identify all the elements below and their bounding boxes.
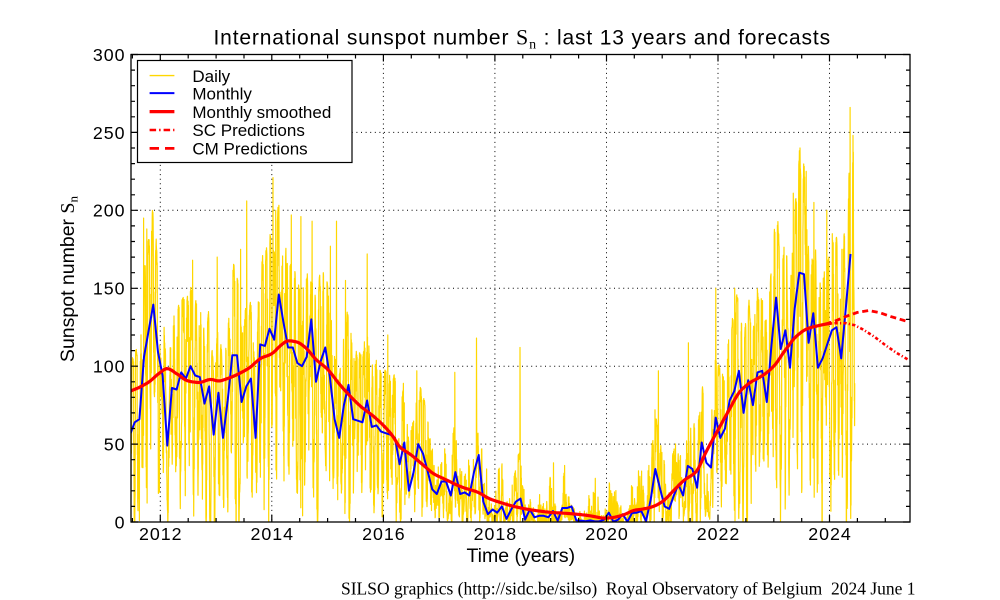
svg-text:300: 300 <box>93 45 126 65</box>
svg-text:2022: 2022 <box>697 524 741 544</box>
svg-text:Monthly: Monthly <box>192 84 252 103</box>
svg-text:Daily: Daily <box>192 67 230 86</box>
svg-text:SILSO graphics (http://sidc.be: SILSO graphics (http://sidc.be/silso) Ro… <box>341 579 916 599</box>
svg-text:2012: 2012 <box>139 524 183 544</box>
svg-text:50: 50 <box>104 435 126 455</box>
svg-text:250: 250 <box>93 123 126 143</box>
svg-text:2018: 2018 <box>474 524 518 544</box>
svg-text:2024: 2024 <box>808 524 852 544</box>
svg-text:2014: 2014 <box>251 524 295 544</box>
svg-text:150: 150 <box>93 279 126 299</box>
svg-text:100: 100 <box>93 357 126 377</box>
svg-text:SC Predictions: SC Predictions <box>192 121 304 140</box>
svg-text:Time (years): Time (years) <box>466 545 575 567</box>
svg-text:International sunspot number S: International sunspot number Sn : last 1… <box>214 24 831 52</box>
svg-text:Sunspot number Sn: Sunspot number Sn <box>57 195 81 362</box>
svg-text:2020: 2020 <box>585 524 629 544</box>
svg-text:200: 200 <box>93 201 126 221</box>
svg-text:2016: 2016 <box>362 524 406 544</box>
svg-text:CM Predictions: CM Predictions <box>192 140 307 159</box>
svg-text:0: 0 <box>115 512 126 532</box>
svg-text:Monthly smoothed: Monthly smoothed <box>192 103 331 122</box>
